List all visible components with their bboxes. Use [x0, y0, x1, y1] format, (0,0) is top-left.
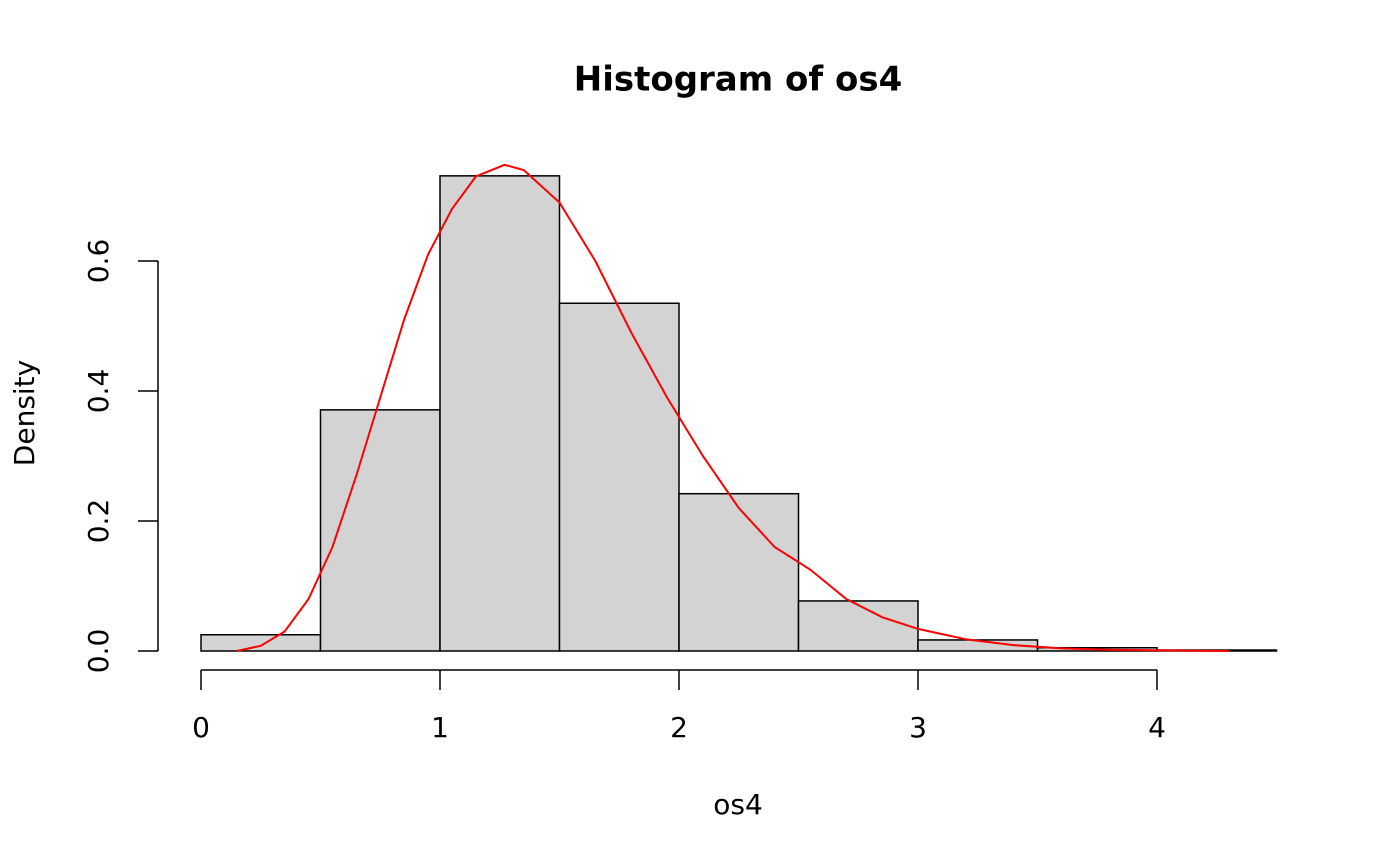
bar: [797, 600, 919, 652]
x-axis-label: os4: [713, 788, 763, 821]
y-axis-label: Density: [8, 360, 41, 466]
bar: [678, 492, 800, 652]
density-curve: [236, 163, 1229, 652]
bar: [319, 409, 441, 652]
bar: [558, 302, 680, 652]
x-tick-label: 3: [909, 711, 927, 744]
y-tick-label: 0.4: [82, 369, 115, 414]
x-tick-label: 2: [670, 711, 688, 744]
bar: [200, 634, 322, 652]
chart-title: Histogram of os4: [574, 60, 903, 100]
y-tick-label: 0.0: [82, 629, 115, 674]
bar: [439, 175, 561, 652]
x-tick-label: 1: [431, 711, 449, 744]
x-tick-label: 4: [1148, 711, 1166, 744]
y-tick-label: 0.6: [82, 239, 115, 284]
x-tick-label: 0: [192, 711, 210, 744]
y-tick-label: 0.2: [82, 499, 115, 544]
